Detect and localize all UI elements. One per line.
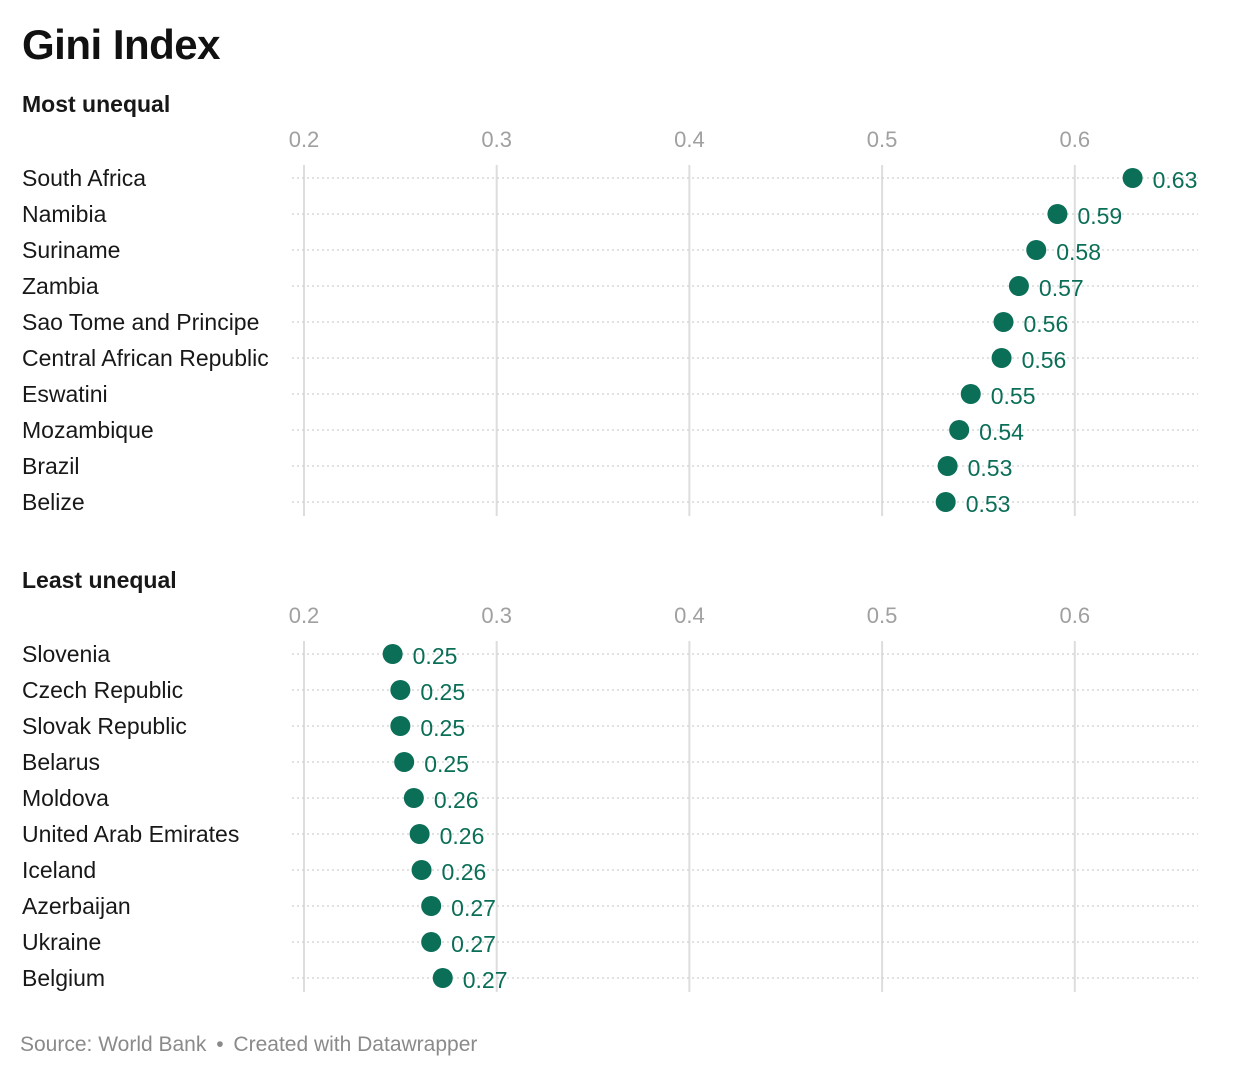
row-label: Iceland	[22, 857, 96, 883]
x-tick-label: 0.5	[867, 603, 898, 628]
data-dot	[935, 492, 956, 512]
value-label: 0.63	[1153, 167, 1198, 193]
row-label: United Arab Emirates	[22, 821, 239, 847]
value-label: 0.56	[1022, 347, 1067, 373]
data-dot	[1047, 204, 1068, 224]
x-tick-label: 0.2	[289, 127, 320, 152]
row-label: Brazil	[22, 453, 80, 479]
row-label: Azerbaijan	[22, 893, 131, 919]
row-label: Slovenia	[22, 641, 110, 667]
row-label: Central African Republic	[22, 345, 269, 371]
data-dot	[1122, 168, 1143, 188]
value-label: 0.25	[413, 643, 458, 669]
row-label: Ukraine	[22, 929, 101, 955]
value-label: 0.54	[979, 419, 1024, 445]
value-label: 0.56	[1024, 311, 1069, 337]
row-label: Belgium	[22, 965, 105, 991]
row-label: Belize	[22, 489, 85, 515]
data-dot	[390, 680, 411, 700]
value-label: 0.59	[1077, 203, 1122, 229]
row-label: Zambia	[22, 273, 99, 299]
value-label: 0.55	[991, 383, 1036, 409]
value-label: 0.26	[442, 859, 487, 885]
data-dot	[411, 860, 432, 880]
x-tick-label: 0.6	[1060, 603, 1091, 628]
row-label: Belarus	[22, 749, 100, 775]
row-label: Eswatini	[22, 381, 108, 407]
value-label: 0.26	[434, 787, 479, 813]
chart-title: Gini Index	[22, 21, 221, 68]
row-label: Suriname	[22, 237, 120, 263]
value-label: 0.53	[966, 491, 1011, 517]
value-label: 0.58	[1056, 239, 1101, 265]
x-tick-label: 0.4	[674, 127, 705, 152]
credit-note: Created with Datawrapper	[233, 1033, 478, 1056]
data-dot	[421, 896, 442, 916]
value-label: 0.57	[1039, 275, 1084, 301]
data-dot	[993, 312, 1014, 332]
panel-title: Least unequal	[22, 567, 177, 593]
data-dot	[1008, 276, 1029, 296]
row-label: Mozambique	[22, 417, 154, 443]
data-dot	[432, 968, 453, 988]
row-label: Slovak Republic	[22, 713, 187, 739]
data-dot	[1026, 240, 1047, 260]
data-dot	[949, 420, 970, 440]
data-dot	[960, 384, 981, 404]
row-label: Namibia	[22, 201, 107, 227]
value-label: 0.26	[440, 823, 485, 849]
data-dot	[390, 716, 411, 736]
data-dot	[991, 348, 1012, 368]
value-label: 0.27	[451, 895, 496, 921]
data-dot	[421, 932, 442, 952]
x-tick-label: 0.3	[481, 603, 512, 628]
row-label: Sao Tome and Principe	[22, 309, 259, 335]
chart-footer: Source: World Bank • Created with Datawr…	[20, 1031, 477, 1059]
value-label: 0.53	[968, 455, 1013, 481]
x-tick-label: 0.6	[1060, 127, 1091, 152]
row-label: Czech Republic	[22, 677, 183, 703]
panel-title: Most unequal	[22, 91, 170, 117]
value-label: 0.25	[424, 751, 469, 777]
panel-most-unequal: Most unequal 0.2 0.3 0.4 0.5 0.6 South Africa 0…	[22, 91, 1198, 517]
value-label: 0.27	[463, 967, 508, 993]
data-dot	[394, 752, 415, 772]
x-tick-label: 0.5	[867, 127, 898, 152]
data-dot	[409, 824, 430, 844]
data-dot	[403, 788, 424, 808]
source-note: Source: World Bank	[20, 1033, 207, 1056]
row-label: Moldova	[22, 785, 109, 811]
value-label: 0.25	[420, 715, 465, 741]
data-dot	[937, 456, 958, 476]
panel-least-unequal: Least unequal 0.2 0.3 0.4 0.5 0.6 Slovenia 0.25…	[22, 567, 1198, 993]
x-tick-label: 0.4	[674, 603, 705, 628]
x-tick-label: 0.2	[289, 603, 320, 628]
data-dot	[382, 644, 403, 664]
x-tick-label: 0.3	[481, 127, 512, 152]
row-label: South Africa	[22, 165, 146, 191]
value-label: 0.25	[420, 679, 465, 705]
footer-separator: •	[216, 1033, 224, 1056]
value-label: 0.27	[451, 931, 496, 957]
